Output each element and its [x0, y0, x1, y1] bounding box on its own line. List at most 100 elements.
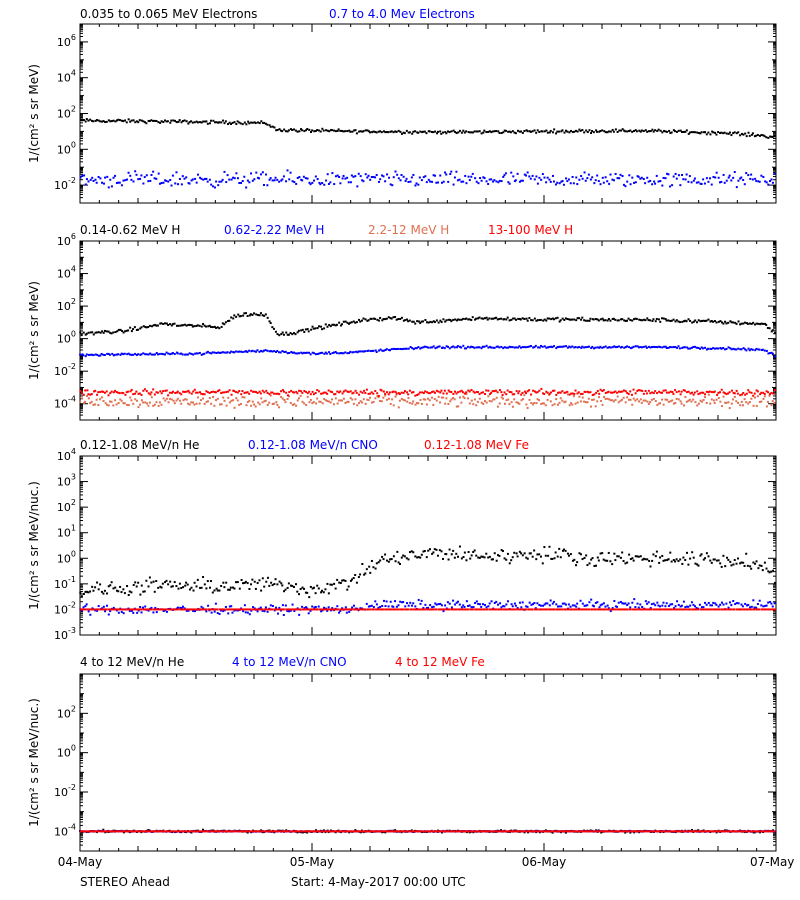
data-point	[756, 390, 759, 393]
data-point	[355, 132, 358, 135]
data-point	[729, 347, 732, 350]
data-point	[457, 405, 460, 408]
data-point	[754, 177, 757, 180]
data-point	[200, 608, 203, 611]
data-point	[405, 347, 408, 350]
data-point	[697, 131, 700, 134]
data-point	[177, 183, 180, 186]
data-point	[137, 121, 140, 124]
data-point	[526, 345, 529, 348]
data-point	[538, 176, 541, 179]
data-point	[274, 350, 277, 353]
data-point	[678, 347, 681, 350]
data-point	[588, 319, 591, 322]
data-point	[545, 129, 548, 132]
data-point	[665, 391, 668, 394]
data-point	[704, 557, 707, 560]
data-point	[610, 608, 613, 611]
data-point	[770, 178, 773, 181]
data-point	[404, 608, 407, 611]
data-point	[379, 348, 382, 351]
data-point	[139, 353, 142, 356]
data-point	[627, 317, 630, 320]
data-point	[431, 390, 434, 393]
data-point	[664, 608, 667, 611]
data-point	[581, 129, 584, 132]
data-point	[596, 346, 599, 349]
data-point	[490, 558, 493, 561]
data-point	[395, 608, 398, 611]
data-point	[600, 399, 603, 402]
data-point	[286, 333, 289, 336]
data-point	[396, 173, 399, 176]
data-point	[219, 403, 222, 406]
data-point	[448, 347, 451, 350]
data-point	[97, 331, 100, 334]
data-point	[336, 578, 339, 581]
data-point	[236, 120, 239, 123]
data-point	[395, 393, 398, 396]
data-point	[449, 318, 452, 321]
data-point	[653, 180, 656, 183]
data-point	[453, 398, 456, 401]
data-point	[222, 581, 225, 584]
data-point	[648, 559, 651, 562]
data-point	[455, 170, 458, 173]
data-point	[346, 608, 349, 611]
data-point	[728, 131, 731, 134]
data-point	[682, 556, 685, 559]
data-point	[375, 131, 378, 134]
data-point	[379, 388, 382, 391]
data-point	[611, 399, 614, 402]
data-point	[171, 585, 174, 588]
data-point	[265, 580, 268, 583]
data-point	[650, 346, 653, 349]
data-point	[755, 389, 758, 392]
data-point	[438, 549, 441, 552]
data-point	[203, 608, 206, 611]
data-point	[213, 610, 216, 613]
data-point	[638, 608, 641, 611]
data-point	[452, 392, 455, 395]
data-point	[269, 322, 272, 325]
data-point	[568, 345, 571, 348]
data-point	[559, 345, 562, 348]
data-point	[284, 130, 287, 133]
legend-entry: 4 to 12 MeV/n CNO	[232, 655, 347, 669]
data-point	[316, 389, 319, 392]
data-point	[357, 350, 360, 353]
data-point	[718, 608, 721, 611]
data-point	[162, 610, 165, 613]
data-point	[748, 134, 751, 137]
data-point	[392, 404, 395, 407]
data-point	[324, 399, 327, 402]
data-point	[240, 608, 243, 611]
data-point	[594, 608, 597, 611]
data-point	[744, 602, 747, 605]
data-point	[556, 555, 559, 558]
data-point	[220, 351, 223, 354]
data-point	[602, 602, 605, 605]
data-point	[305, 404, 308, 407]
data-point	[735, 389, 738, 392]
data-point	[604, 319, 607, 322]
data-point	[461, 391, 464, 394]
data-point	[528, 317, 531, 320]
data-point	[599, 604, 602, 607]
data-point	[764, 604, 767, 607]
data-point	[208, 122, 211, 125]
data-point	[291, 603, 294, 606]
data-point	[261, 350, 264, 353]
data-point	[579, 553, 582, 556]
data-point	[705, 319, 708, 322]
data-point	[614, 398, 617, 401]
data-point	[652, 345, 655, 348]
data-point	[95, 398, 98, 401]
data-point	[376, 392, 379, 395]
data-point	[747, 131, 750, 134]
data-point	[94, 119, 97, 122]
data-point	[768, 608, 771, 611]
data-point	[363, 389, 366, 392]
data-point	[317, 325, 320, 328]
data-point	[372, 608, 375, 611]
